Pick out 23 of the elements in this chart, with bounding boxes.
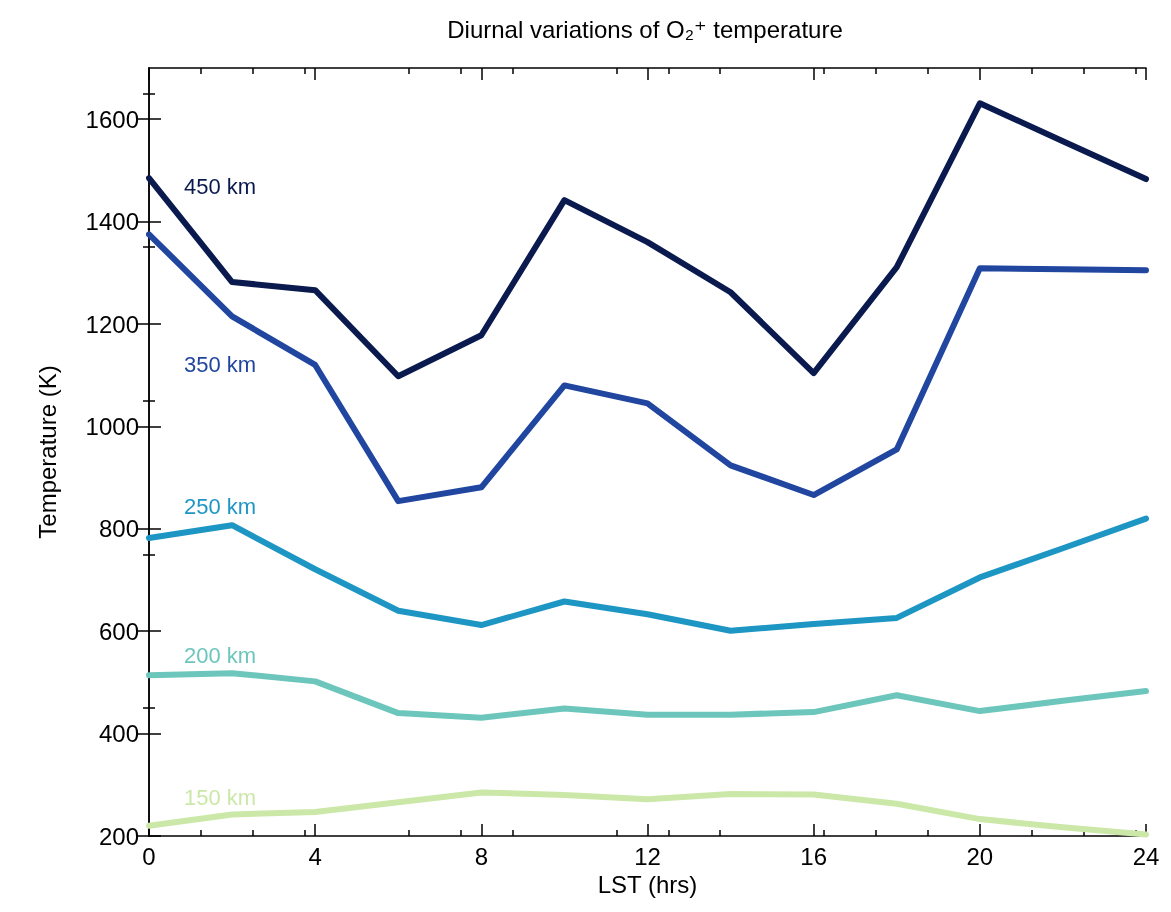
x-tick-label: 0 xyxy=(142,842,156,870)
series-label: 350 km xyxy=(184,351,257,377)
x-tick-label: 12 xyxy=(634,842,661,870)
y-tick-label: 1200 xyxy=(85,310,139,338)
y-tick-label: 1400 xyxy=(85,208,139,236)
series-label: 250 km xyxy=(184,493,257,519)
chart-title: Diurnal variations of O₂⁺ temperature xyxy=(447,15,843,43)
x-tick-label: 8 xyxy=(474,842,489,870)
x-tick-label: 4 xyxy=(308,842,322,870)
x-tick-label: 24 xyxy=(1132,842,1160,870)
y-tick-label: 200 xyxy=(98,822,139,850)
x-tick-label: 16 xyxy=(800,842,828,870)
y-tick-label: 1600 xyxy=(85,105,139,133)
y-axis-title: Temperature (K) xyxy=(33,365,61,539)
y-tick-label: 600 xyxy=(98,617,139,645)
y-tick-label: 400 xyxy=(98,720,139,748)
series-label: 450 km xyxy=(184,173,257,199)
x-axis-title: LST (hrs) xyxy=(597,871,698,899)
y-tick-label: 800 xyxy=(98,515,139,543)
series-label: 150 km xyxy=(184,785,257,811)
x-tick-label: 20 xyxy=(966,842,994,870)
series-label: 200 km xyxy=(184,642,257,668)
y-tick-label: 1000 xyxy=(85,412,139,440)
